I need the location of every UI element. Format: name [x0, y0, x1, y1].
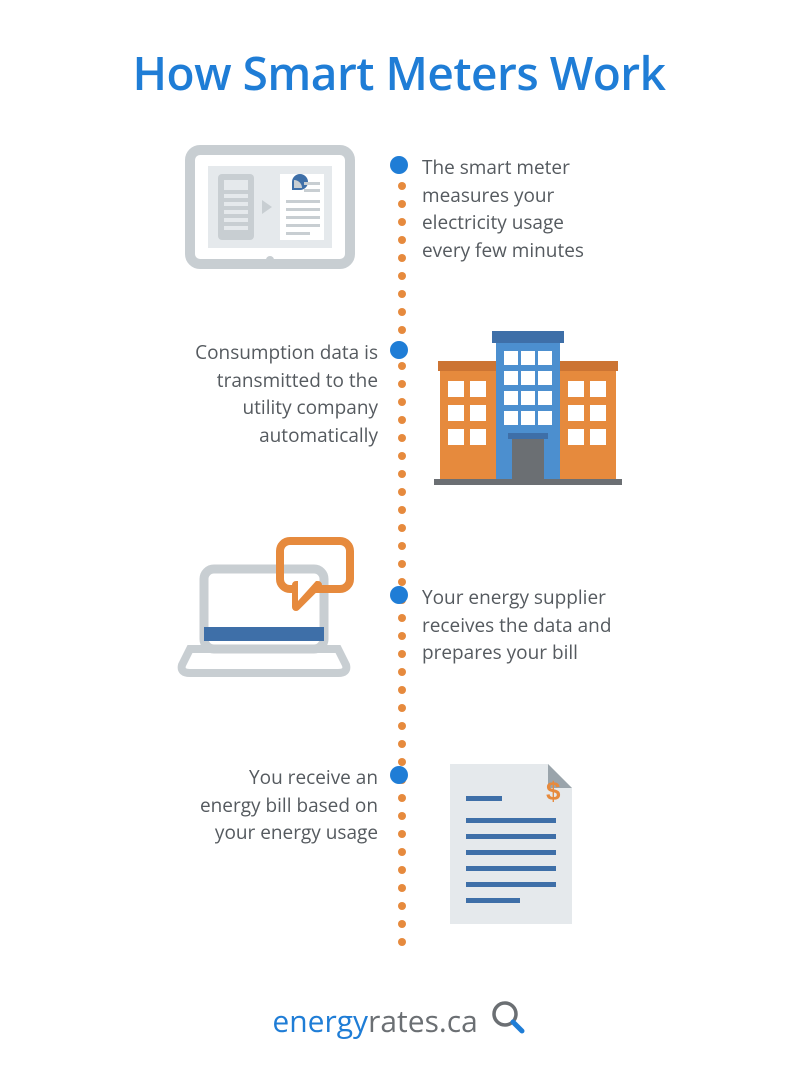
bill-icon: $: [442, 760, 582, 935]
logo: energyrates.ca: [0, 1000, 798, 1044]
svg-text:$: $: [546, 776, 561, 806]
page-title: How Smart Meters Work: [0, 0, 798, 104]
dotted-line: [398, 164, 400, 954]
step-marker: [390, 341, 408, 359]
logo-part1: energy: [272, 1000, 368, 1041]
tablet-meter-icon: [180, 142, 360, 277]
step-marker: [390, 156, 408, 174]
step-marker: [390, 586, 408, 604]
magnifier-icon: [490, 999, 526, 1044]
step-text: Consumption data is transmitted to the u…: [188, 339, 378, 449]
logo-part2: rates.ca: [368, 1000, 478, 1041]
laptop-chat-icon: [168, 529, 368, 694]
step-marker: [390, 766, 408, 784]
timeline: The smart meter measures your electricit…: [0, 154, 798, 954]
step-text: Your energy supplier receives the data a…: [422, 584, 612, 667]
step-text: The smart meter measures your electricit…: [422, 154, 612, 264]
step-text: You receive an energy bill based on your…: [188, 764, 378, 847]
building-icon: [428, 321, 628, 496]
